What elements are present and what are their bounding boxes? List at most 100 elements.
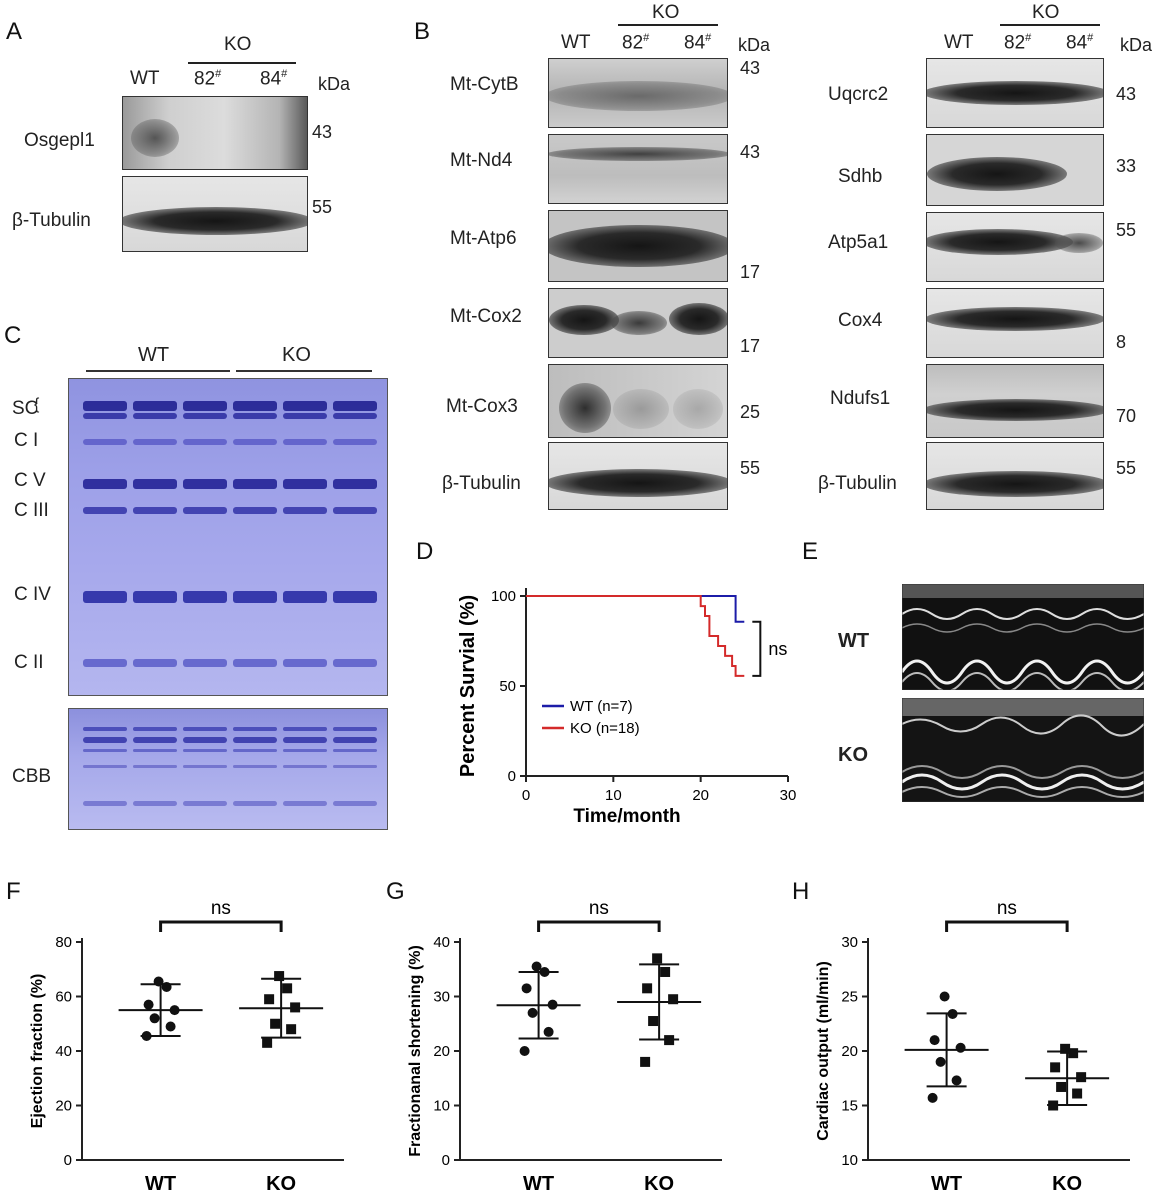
bn-page-gel <box>68 378 388 696</box>
data-point <box>521 983 532 994</box>
blot-band <box>673 389 723 429</box>
echo-wt-image <box>902 584 1144 690</box>
blot-band <box>927 307 1103 331</box>
significance-label: ns <box>589 898 609 919</box>
mw-marker: 33 <box>1116 156 1137 176</box>
data-point <box>531 961 542 972</box>
blot-band <box>927 399 1103 421</box>
data-point <box>519 1046 530 1056</box>
blot-row-label: Cox4 <box>838 310 883 331</box>
y-tick-label: 100 <box>491 588 516 605</box>
blot-row-label: Sdhb <box>838 166 883 187</box>
mw-marker: 8 <box>1116 332 1127 352</box>
gel-band <box>133 801 177 806</box>
y-tick-label: 10 <box>433 1098 450 1115</box>
gel-band <box>183 401 227 411</box>
mw-marker: 55 <box>312 197 333 217</box>
echo-ko-label: KO <box>838 744 868 766</box>
significance-label: ns <box>211 898 231 919</box>
data-point <box>939 991 950 1002</box>
data-point <box>165 1021 176 1032</box>
data-point <box>274 971 285 982</box>
ko-bracket-line <box>618 24 718 26</box>
mw-marker: 43 <box>740 142 761 162</box>
gel-band <box>83 479 127 489</box>
gel-band <box>83 439 127 445</box>
gel-band <box>283 765 327 768</box>
mw-marker: 55 <box>1116 220 1137 240</box>
cbb-gel <box>68 708 388 830</box>
y-axis-label: Fractionanal shortening (%) <box>407 945 424 1157</box>
panel-label-d: D <box>416 538 434 565</box>
gel-band <box>133 659 177 667</box>
data-point <box>640 1056 651 1067</box>
atp5a1-blot <box>926 212 1104 282</box>
gel-band <box>333 749 377 752</box>
panel-label-g: G <box>386 878 405 905</box>
gel-band <box>183 591 227 603</box>
x-tick-label: WT <box>931 1173 962 1195</box>
gel-band <box>333 591 377 603</box>
data-point <box>1072 1088 1083 1099</box>
ko-bracket-line <box>1000 24 1100 26</box>
y-tick-label: 50 <box>499 678 516 695</box>
gel-band <box>233 401 277 411</box>
mw-marker: 17 <box>740 262 761 282</box>
group-ko-label: KO <box>282 344 311 366</box>
gel-band <box>83 401 127 411</box>
blot-band <box>927 229 1073 255</box>
gel-band <box>183 765 227 768</box>
y-tick-label: 20 <box>55 1098 72 1115</box>
gel-band <box>133 737 177 743</box>
gel-band <box>333 479 377 489</box>
data-point <box>1076 1072 1087 1083</box>
gel-band <box>233 591 277 603</box>
mt-nd4-blot <box>548 134 728 204</box>
y-axis-label: Ejection fraction (%) <box>29 974 46 1129</box>
gel-band <box>333 413 377 419</box>
data-point <box>141 1031 152 1042</box>
data-point <box>1048 1100 1059 1111</box>
y-axis-label: Percent Survial (%) <box>457 595 479 777</box>
complex-label: SC <box>12 398 39 419</box>
x-tick-label: KO <box>266 1173 296 1195</box>
kda-label: kDa <box>738 35 771 55</box>
b-tubulin-blot <box>926 442 1104 510</box>
significance-bracket <box>537 920 661 932</box>
panel-label-c: C <box>4 322 22 349</box>
data-point <box>1056 1081 1067 1092</box>
data-point <box>143 999 154 1010</box>
blot-band <box>549 81 727 111</box>
ndufs1-blot <box>926 364 1104 438</box>
blot-band <box>927 81 1103 105</box>
blot-row-label: Mt-CytB <box>450 74 519 95</box>
data-point <box>161 981 172 992</box>
gel-band <box>333 737 377 743</box>
blot-row-label: Mt-Cox3 <box>446 396 518 417</box>
gel-band <box>133 727 177 731</box>
y-tick-label: 10 <box>841 1152 858 1169</box>
gel-band <box>83 727 127 731</box>
gel-band <box>83 749 127 752</box>
data-point <box>282 983 293 994</box>
mw-marker: 25 <box>740 402 761 422</box>
mw-marker: 43 <box>740 58 761 78</box>
blot-band <box>549 147 727 161</box>
gel-band <box>183 801 227 806</box>
data-point <box>1060 1043 1071 1054</box>
survival-line-wt <box>526 595 745 623</box>
complex-label: C IV <box>14 584 51 605</box>
blot-band <box>559 383 611 433</box>
kda-label: kDa <box>1120 35 1153 55</box>
data-point <box>539 966 550 977</box>
mw-marker: 17 <box>740 336 761 356</box>
data-point <box>149 1013 160 1024</box>
survival-chart: 0 50 100 0 10 20 30 Time/month Percent Survial (… <box>457 588 796 827</box>
gel-band <box>133 749 177 752</box>
ko-header: KO <box>1032 2 1060 23</box>
blot-band <box>669 303 727 335</box>
gel-band <box>333 507 377 514</box>
significance-label: ns <box>768 639 787 659</box>
data-point <box>927 1092 938 1103</box>
blot-band <box>549 469 727 497</box>
